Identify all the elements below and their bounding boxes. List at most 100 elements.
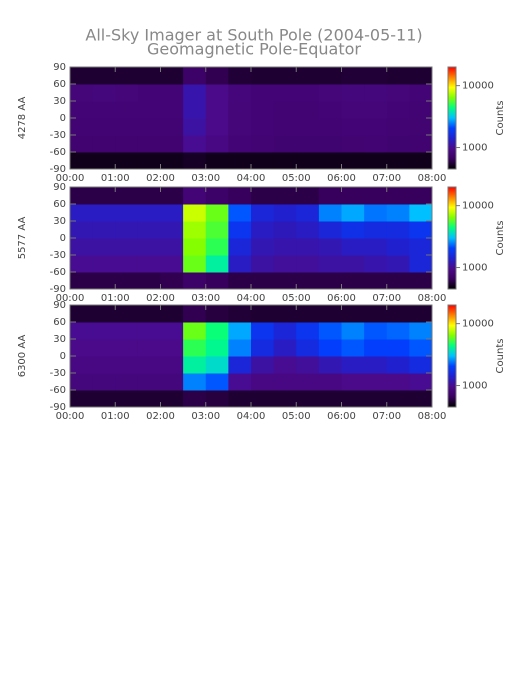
heatmap-cell	[205, 255, 229, 273]
heatmap-cell	[160, 339, 184, 357]
heatmap-cell	[341, 390, 365, 408]
heatmap-cell	[70, 221, 94, 239]
heatmap-cell	[273, 187, 297, 205]
heatmap-cell	[364, 339, 388, 357]
heatmap-cell	[273, 356, 297, 374]
heatmap-cell	[160, 135, 184, 153]
heatmap-cell	[318, 356, 342, 374]
heatmap-cell	[273, 204, 297, 222]
heatmap-cell	[183, 84, 207, 102]
heatmap-cell	[183, 390, 207, 408]
heatmap-cell	[228, 101, 252, 119]
heatmap-cell	[386, 152, 410, 170]
heatmap-cell	[251, 305, 275, 323]
colorbar-tick-label: 1000	[462, 381, 487, 392]
heatmap-cell	[296, 204, 320, 222]
heatmap-cell	[296, 322, 320, 340]
heatmap-cell	[341, 373, 365, 391]
colorbar	[447, 186, 457, 290]
heatmap-cell	[115, 221, 139, 239]
heatmap-cell	[228, 255, 252, 273]
heatmap-cell	[273, 305, 297, 323]
heatmap-cell	[70, 84, 94, 102]
heatmap-cell	[228, 118, 252, 136]
heatmap-cell	[386, 221, 410, 239]
heatmap-cell	[386, 67, 410, 85]
y-tick-label: 30	[53, 334, 66, 345]
heatmap-cell	[318, 67, 342, 85]
heatmap-cell	[70, 255, 94, 273]
y-tick-label: -30	[50, 368, 66, 379]
heatmap-cell	[386, 339, 410, 357]
heatmap-cell	[386, 305, 410, 323]
heatmap-cell	[137, 118, 161, 136]
x-tick-label: 00:00	[56, 293, 85, 304]
heatmap-cell	[160, 356, 184, 374]
heatmap-cell	[273, 67, 297, 85]
heatmap-cell	[386, 255, 410, 273]
heatmap-cell	[273, 255, 297, 273]
heatmap-cell	[205, 187, 229, 205]
heatmap-cell	[70, 322, 94, 340]
heatmap-cell	[318, 373, 342, 391]
heatmap-cell	[115, 204, 139, 222]
heatmap-cell	[115, 152, 139, 170]
heatmap-cell	[92, 373, 116, 391]
heatmap-cell	[273, 339, 297, 357]
colorbar-tick-label: 1000	[462, 143, 487, 154]
heatmap-cell	[341, 356, 365, 374]
heatmap-cell	[364, 238, 388, 256]
x-tick-label: 08:00	[418, 293, 447, 304]
heatmap-cell	[137, 67, 161, 85]
y-tick-label: 90	[53, 62, 66, 73]
heatmap-cell	[92, 152, 116, 170]
y-tick-label: -90	[50, 402, 66, 413]
colorbar	[447, 304, 457, 408]
heatmap-cell	[296, 187, 320, 205]
heatmap-cell	[364, 118, 388, 136]
heatmap-cell	[251, 339, 275, 357]
heatmap-cell	[273, 272, 297, 290]
heatmap-cell	[137, 238, 161, 256]
heatmap-cell	[183, 272, 207, 290]
y-tick-label: 30	[53, 96, 66, 107]
heatmap-cell	[251, 204, 275, 222]
heatmap-cell	[409, 322, 433, 340]
heatmap-cell	[318, 255, 342, 273]
heatmap-cell	[137, 356, 161, 374]
heatmap-cell	[364, 322, 388, 340]
x-tick-label: 01:00	[101, 293, 130, 304]
heatmap-cell	[115, 255, 139, 273]
heatmap-cell	[386, 135, 410, 153]
heatmap-cell	[92, 135, 116, 153]
heatmap-cell	[228, 322, 252, 340]
x-tick-label: 07:00	[372, 411, 401, 422]
heatmap-cell	[273, 101, 297, 119]
heatmap-cell	[115, 322, 139, 340]
heatmap-cell	[273, 118, 297, 136]
heatmap-cell	[386, 356, 410, 374]
heatmap-cell	[409, 373, 433, 391]
heatmap-cell	[296, 67, 320, 85]
heatmap-cell	[318, 135, 342, 153]
heatmap-cell	[273, 238, 297, 256]
y-tick-label: -90	[50, 164, 66, 175]
heatmap-cell	[409, 118, 433, 136]
heatmap-cell	[386, 101, 410, 119]
heatmap-cell	[341, 84, 365, 102]
heatmap-cell	[183, 238, 207, 256]
x-tick-label: 02:00	[146, 293, 175, 304]
heatmap-cell	[273, 84, 297, 102]
heatmap-cell	[296, 255, 320, 273]
y-tick-label: 0	[60, 233, 66, 244]
heatmap-cell	[296, 272, 320, 290]
heatmap-cell	[296, 135, 320, 153]
heatmap-cell	[137, 135, 161, 153]
heatmap-cell	[364, 255, 388, 273]
heatmap-cell	[183, 152, 207, 170]
heatmap-cell	[115, 339, 139, 357]
heatmap-cell	[70, 67, 94, 85]
heatmap-cell	[70, 101, 94, 119]
heatmap-cell	[205, 221, 229, 239]
heatmap-cell	[251, 221, 275, 239]
